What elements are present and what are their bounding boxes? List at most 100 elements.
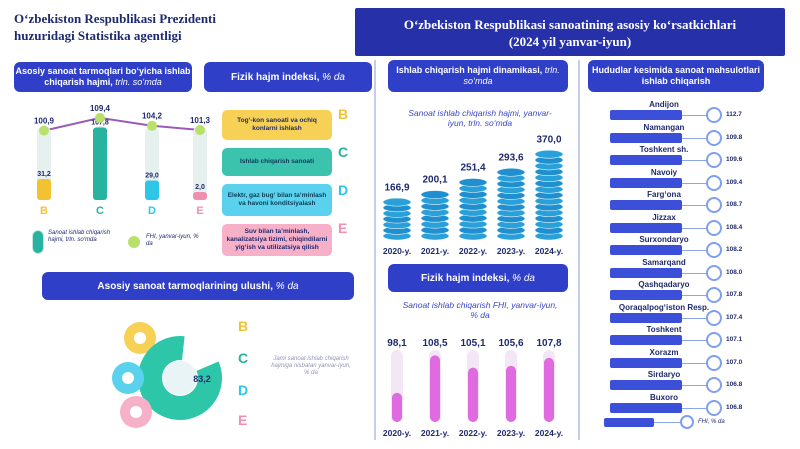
regions-legend-ring [680, 415, 694, 429]
volume-year-label: 2022-y. [459, 246, 487, 256]
share-letter-C: C [238, 350, 249, 366]
index-bar [544, 357, 554, 422]
index-dynamics-pill-unit: % da [512, 272, 535, 284]
region-value: 108.7 [726, 201, 743, 208]
region-value: 109.6 [726, 156, 743, 163]
region-name: Buxoro [650, 392, 678, 402]
index-line [43, 116, 201, 132]
report-title-bar: O‘zbekiston Respublikasi sanoatining aso… [355, 8, 785, 56]
sector-category-label: E [196, 205, 203, 217]
region-connector [682, 182, 708, 184]
index-point-label: 109,4 [90, 104, 111, 113]
card-letter-C: C [338, 144, 349, 160]
region-connector [682, 227, 708, 229]
card-D: Elektr, gaz bug‘ bilan ta’minlash va hav… [222, 184, 332, 216]
region-connector [682, 317, 708, 319]
report-title: O‘zbekiston Respublikasi sanoatining aso… [403, 17, 737, 32]
volume-dynamics-pill-text: Ishlab chiqarish hajmi dinamikasi, [396, 65, 543, 75]
region-bar [610, 335, 682, 345]
sector-category-label: B [40, 205, 48, 217]
volume-dynamics-pill-unit: trln. so‘mda [463, 65, 560, 86]
index-bar-label: 108,5 [422, 338, 447, 349]
region-value: 108.2 [726, 246, 743, 253]
region-name: Qashqadaryo [638, 280, 690, 289]
region-bar [610, 312, 682, 323]
region-bar [610, 290, 682, 300]
share-slice-hole [134, 332, 146, 344]
volume-bar-label: 166,9 [384, 182, 409, 193]
region-name: Jizzax [652, 212, 676, 222]
region-bar [610, 177, 682, 188]
regions-legend-line [654, 422, 680, 423]
card-letter-E: E [338, 220, 348, 236]
index-bar-label: 105,6 [498, 338, 523, 349]
volume-dynamics-pill: Ishlab chiqarish hajmi dinamikasi, trln.… [388, 60, 568, 92]
index-caption: Sanoat ishlab chiqarish FHI, yanvar-iyun… [402, 300, 558, 320]
index-point [195, 125, 205, 136]
region-connector [682, 272, 708, 274]
index-bar [468, 367, 478, 422]
index-year-label: 2020-y. [383, 428, 411, 438]
index-year-label: 2021-y. [421, 428, 449, 438]
region-name: Farg‘ona [647, 190, 681, 199]
region-name: Xorazm [649, 347, 679, 357]
region-name: Surxondaryo [639, 235, 689, 244]
volume-bar-label: 370,0 [536, 134, 561, 145]
volume-bar-label: 251,4 [460, 162, 485, 173]
sector-share-pill-unit: % da [275, 280, 299, 292]
region-name: Andijon [649, 100, 679, 109]
card-letter-B: B [338, 106, 349, 122]
share-letter-E: E [238, 412, 248, 428]
region-ring [706, 242, 722, 258]
volume-year-label: 2020-y. [383, 246, 411, 256]
sector-bar [145, 180, 159, 200]
region-name: Samarqand [642, 257, 686, 267]
region-value: 108.4 [726, 223, 743, 231]
share-slice-hole [122, 372, 134, 384]
region-value: 112.7 [726, 111, 742, 118]
index-year-label: 2023-y. [497, 428, 525, 438]
regions-legend-bar [604, 418, 654, 427]
region-bar [610, 132, 682, 143]
region-connector [682, 362, 708, 364]
volume-disc [534, 149, 564, 159]
sector-bar-label: 2,0 [195, 184, 205, 191]
sector-category-label: C [96, 205, 104, 217]
region-ring [706, 107, 722, 123]
index-point [39, 125, 49, 136]
index-point-label: 104,2 [142, 112, 163, 121]
region-bar [610, 222, 682, 233]
volume-disc [496, 167, 526, 177]
agency-title: O‘zbekiston Respublikasi Prezidenti huzu… [14, 10, 344, 50]
production-volume-pill: Asosiy sanoat tarmoqlari bo‘yicha ishlab… [14, 62, 192, 92]
region-bar [610, 110, 682, 120]
sector-share-chart: 83,2 [112, 322, 222, 428]
region-ring [706, 197, 722, 213]
legend-index: FHI, yanvar-iyun, % da [146, 234, 199, 247]
sector-bar [93, 127, 107, 200]
region-value: 109.8 [726, 133, 743, 141]
region-bar [610, 267, 682, 278]
region-ring [706, 309, 722, 326]
share-slice-hole [130, 406, 142, 418]
region-value: 109.4 [726, 178, 743, 186]
region-name: Qoraqalpog‘iston Resp. [618, 302, 710, 312]
volume-disc [382, 197, 412, 207]
region-name: Sirdaryo [647, 370, 681, 379]
region-ring [706, 354, 722, 371]
index-point-label: 101,3 [190, 116, 211, 125]
sector-bar [193, 192, 207, 200]
region-bar [610, 245, 682, 255]
index-dynamics-pill-text: Fizik hajm indeksi, [421, 272, 510, 284]
index-dynamics-chart: 98,1 2020-y. 108,5 2021-y. 105,1 2022-y. 105,6… [383, 338, 563, 438]
region-connector [682, 250, 708, 251]
card-C: Ishlab chiqarish sanoati [222, 148, 332, 176]
sector-bar [37, 179, 51, 200]
region-ring [706, 287, 722, 303]
volume-disc [420, 190, 450, 199]
region-name: Toshkent sh. [639, 145, 689, 154]
card-letter-D: D [338, 182, 349, 198]
sector-share-pill: Asosiy sanoat tarmoqlarining ulushi, % d… [42, 272, 354, 300]
regions-chart: Andijon 112.7 Namangan 109.8 Toshkent sh. 109… [588, 100, 788, 420]
sector-volume-chart: 31,2 100,9 B 107,8 109,4 C 29,0 104,2 D 2,0 101,3 E [34, 104, 211, 217]
